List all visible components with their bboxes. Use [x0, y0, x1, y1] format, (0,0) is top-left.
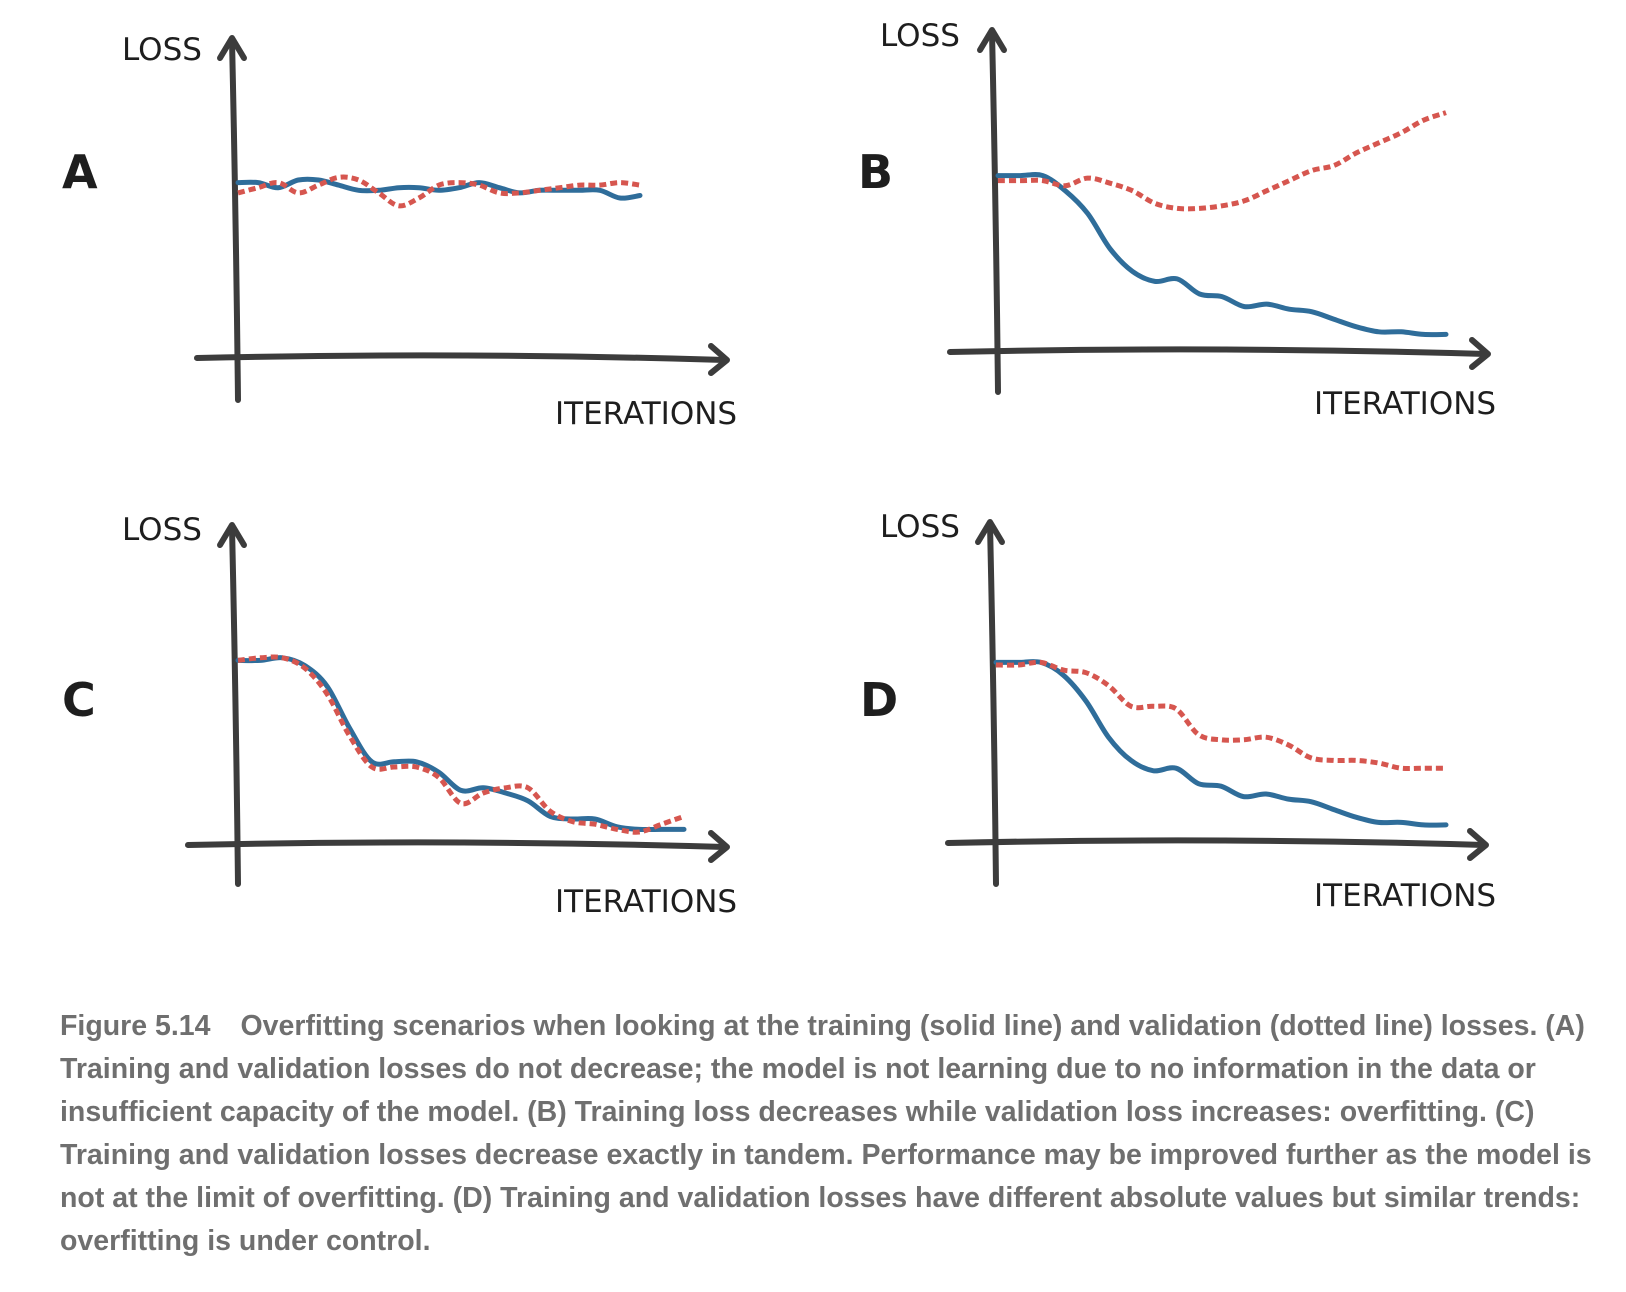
validation-loss-line-a [237, 174, 641, 209]
training-loss-line-b [995, 172, 1449, 338]
x-axis-label-c: ITERATIONS [555, 884, 737, 920]
x-axis-arrow-d [1467, 828, 1489, 861]
y-axis-arrow-c [217, 522, 247, 548]
y-axis-arrow-d [975, 519, 1005, 545]
validation-loss-line-b [997, 110, 1447, 212]
y-axis-b [989, 29, 1001, 395]
y-axis-c [229, 524, 241, 887]
training-loss-line-c [235, 655, 687, 833]
panel-d: D LOSS ITERATIONS [860, 509, 1496, 914]
panel-letter-b: B [858, 145, 893, 199]
training-loss-line-a [235, 176, 643, 201]
x-axis-arrow-a [708, 343, 730, 376]
figure-caption: Figure 5.14 Overfitting scenarios when lo… [60, 1005, 1600, 1263]
panel-letter-d: D [860, 673, 898, 727]
training-loss-line-d [993, 658, 1449, 828]
x-axis-a [194, 352, 728, 363]
y-axis-label-b: LOSS [880, 18, 960, 54]
y-axis-d [987, 521, 999, 887]
x-axis-label-b: ITERATIONS [1314, 386, 1496, 422]
x-axis-arrow-c [708, 830, 730, 863]
y-axis-label-d: LOSS [880, 509, 960, 545]
y-axis-label-c: LOSS [122, 512, 202, 548]
caption-text: Overfitting scenarios when looking at th… [60, 1010, 1592, 1257]
x-axis-label-a: ITERATIONS [555, 396, 737, 432]
panel-letter-a: A [62, 145, 98, 199]
panel-a: A LOSS ITERATIONS [62, 32, 737, 432]
validation-loss-line-d [995, 659, 1446, 772]
validation-loss-line-c [237, 654, 685, 835]
y-axis-label-a: LOSS [122, 32, 202, 68]
y-axis-a [229, 37, 241, 403]
figure-panels: A LOSS ITERATIONS B LOSS ITERATIONS C LOSS ITERA… [62, 18, 1496, 920]
x-axis-b [947, 346, 1489, 357]
y-axis-arrow-b [977, 27, 1007, 53]
y-axis-arrow-a [217, 35, 247, 61]
x-axis-arrow-b [1469, 337, 1491, 370]
x-axis-c [185, 839, 728, 850]
figure-number: Figure 5.14 [60, 1010, 211, 1042]
panel-letter-c: C [62, 673, 96, 727]
panel-b: B LOSS ITERATIONS [858, 18, 1496, 422]
panel-c: C LOSS ITERATIONS [62, 512, 737, 920]
x-axis-d [945, 837, 1487, 848]
x-axis-label-d: ITERATIONS [1314, 878, 1496, 914]
